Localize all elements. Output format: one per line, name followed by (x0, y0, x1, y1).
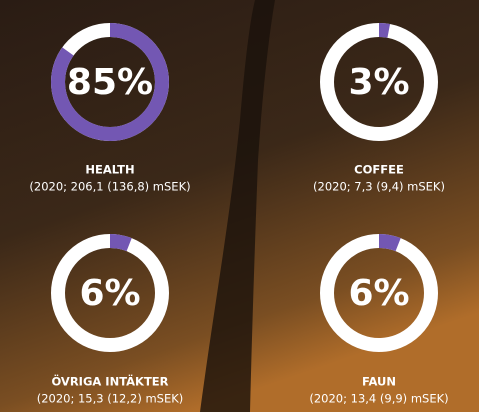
value-label: 85% (67, 62, 153, 103)
donut-arc (379, 241, 398, 245)
category-label: ÖVRIGA INTÄKTER (51, 374, 168, 389)
subtitle: (2020; 15,3 (12,2) mSEK) (37, 392, 184, 406)
category-label: FAUN (362, 375, 396, 389)
category-label: COFFEE (354, 163, 404, 177)
subtitle: (2020; 7,3 (9,4) mSEK) (313, 180, 445, 194)
value-label: 6% (348, 273, 409, 314)
subtitle: (2020; 13,4 (9,9) mSEK) (309, 392, 448, 406)
value-label: 6% (79, 273, 140, 314)
infographic: 85% HEALTH (2020; 206,1 (136,8) mSEK) 3% COF… (0, 0, 479, 412)
category-label: HEALTH (85, 163, 134, 177)
donut-arc (379, 30, 389, 31)
subtitle: (2020; 206,1 (136,8) mSEK) (29, 180, 190, 194)
value-label: 3% (348, 62, 409, 103)
donut-arc (110, 241, 129, 245)
